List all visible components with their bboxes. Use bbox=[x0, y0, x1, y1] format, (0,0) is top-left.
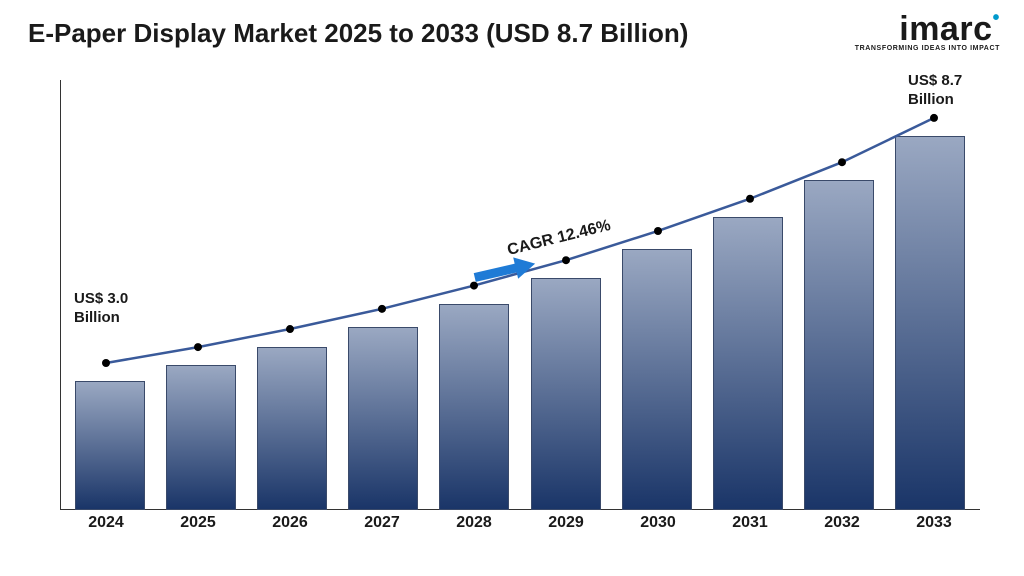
start-value-label: US$ 3.0Billion bbox=[74, 290, 128, 328]
brand-logo: imarc• TRANSFORMING IDEAS INTO IMPACT bbox=[855, 14, 1000, 52]
x-axis-tick-label: 2031 bbox=[715, 514, 785, 532]
brand-logo-tagline: TRANSFORMING IDEAS INTO IMPACT bbox=[855, 45, 1000, 52]
data-marker bbox=[102, 359, 110, 367]
data-marker bbox=[654, 227, 662, 235]
chart-title: E-Paper Display Market 2025 to 2033 (USD… bbox=[28, 18, 688, 49]
x-axis-tick-label: 2027 bbox=[347, 514, 417, 532]
x-axis-tick-label: 2024 bbox=[71, 514, 141, 532]
data-marker bbox=[746, 195, 754, 203]
data-marker bbox=[838, 158, 846, 166]
brand-logo-text: imarc• bbox=[855, 14, 1000, 45]
x-axis-tick-label: 2032 bbox=[807, 514, 877, 532]
x-axis-tick-label: 2033 bbox=[899, 514, 969, 532]
trend-line-svg bbox=[60, 80, 980, 510]
x-axis-labels: 2024 2025 2026 2027 2028 2029 2030 2031 2032 2033 bbox=[60, 514, 980, 532]
x-axis-tick-label: 2025 bbox=[163, 514, 233, 532]
end-value-label: US$ 8.7Billion bbox=[908, 72, 962, 110]
data-marker bbox=[286, 325, 294, 333]
data-marker bbox=[378, 305, 386, 313]
x-axis-tick-label: 2030 bbox=[623, 514, 693, 532]
x-axis-tick-label: 2026 bbox=[255, 514, 325, 532]
x-axis-tick-label: 2028 bbox=[439, 514, 509, 532]
cagr-arrow-icon bbox=[468, 256, 538, 286]
x-axis-tick-label: 2029 bbox=[531, 514, 601, 532]
data-marker bbox=[562, 256, 570, 264]
data-marker bbox=[930, 114, 938, 122]
page-root: E-Paper Display Market 2025 to 2033 (USD… bbox=[0, 0, 1024, 576]
data-marker bbox=[194, 343, 202, 351]
